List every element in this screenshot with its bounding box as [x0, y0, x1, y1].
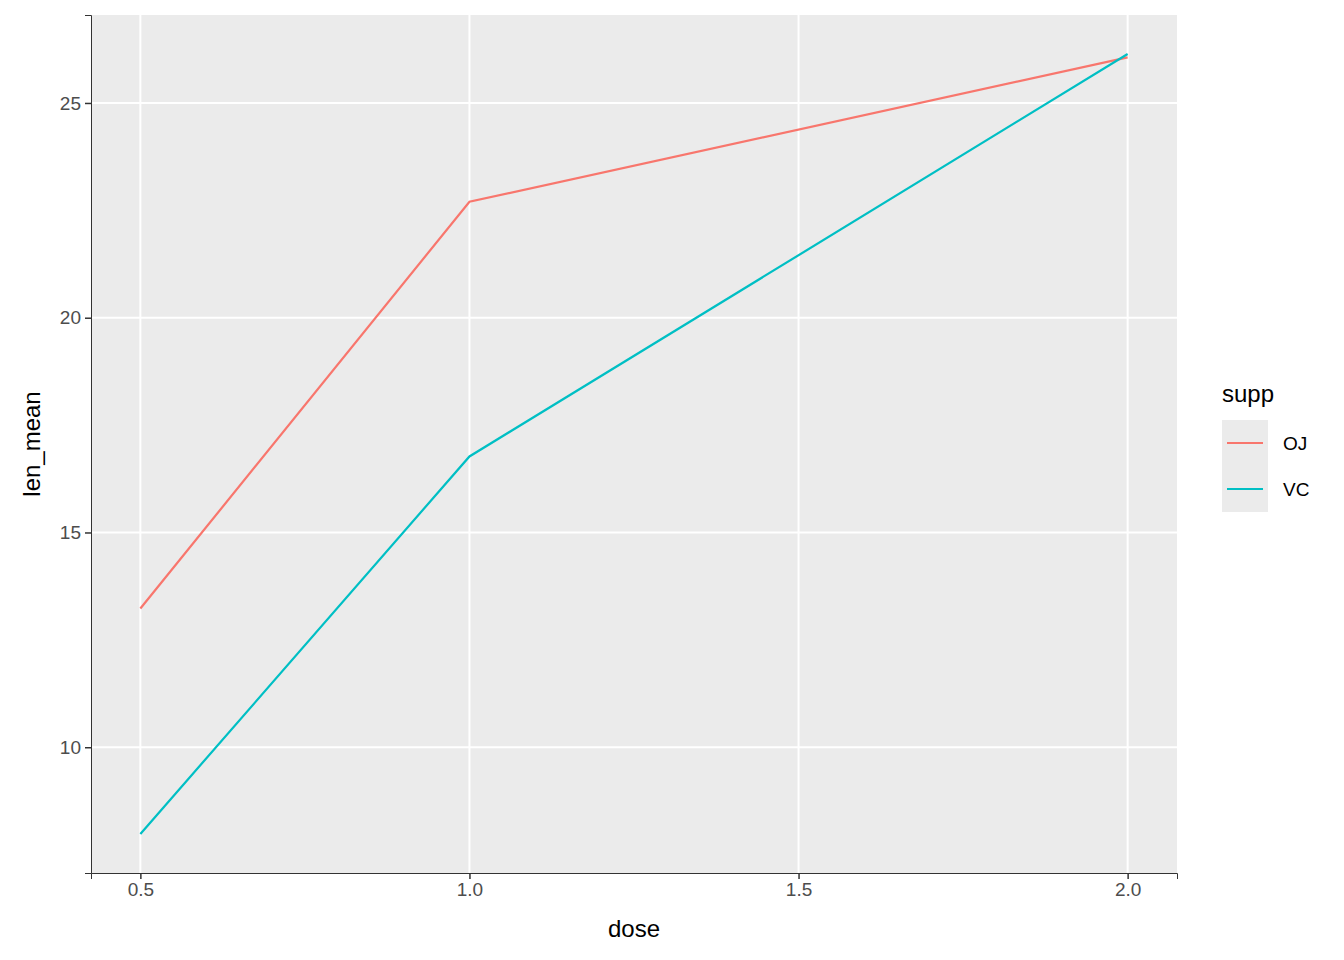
- y-tick: 15: [60, 522, 91, 543]
- y-axis-title: len_mean: [18, 391, 45, 496]
- x-tick-label: 1.5: [786, 879, 812, 900]
- grid-line-y: [91, 317, 1177, 319]
- series-line: [140, 54, 1127, 834]
- x-tick-mark: [1127, 873, 1129, 879]
- grid: [91, 15, 1177, 873]
- grid-line-y: [91, 531, 1177, 533]
- x-tick-mark: [798, 873, 800, 879]
- grid-line-x: [139, 15, 141, 873]
- plot-area: [140, 54, 1127, 834]
- x-axis: 0.5 1.0 1.5 2.0: [92, 873, 1178, 900]
- x-axis-line: [92, 874, 1178, 880]
- grid-line-x: [468, 15, 470, 873]
- y-tick: 25: [60, 93, 91, 114]
- x-tick-label: 2.0: [1115, 879, 1141, 900]
- y-tick-label: 25: [60, 93, 81, 114]
- y-tick-label: 10: [60, 737, 81, 758]
- x-tick-mark: [469, 873, 471, 879]
- x-tick: 0.5: [128, 873, 154, 900]
- legend-label: VC: [1283, 479, 1309, 500]
- x-tick-label: 0.5: [128, 879, 154, 900]
- y-tick-label: 15: [60, 522, 81, 543]
- y-tick: 10: [60, 737, 91, 758]
- grid-line-x: [798, 15, 800, 873]
- y-tick-mark: [85, 103, 91, 105]
- plot-background: [91, 15, 1177, 873]
- y-tick-mark: [85, 747, 91, 749]
- x-tick-label: 1.0: [457, 879, 483, 900]
- x-tick: 1.0: [457, 873, 483, 900]
- y-tick-mark: [85, 532, 91, 534]
- grid-line-y: [91, 102, 1177, 104]
- legend-key: [1227, 488, 1263, 490]
- x-tick: 1.5: [786, 873, 812, 900]
- legend-key-background: [1222, 420, 1268, 466]
- x-tick: 2.0: [1115, 873, 1141, 900]
- legend: supp OJ VC: [1222, 380, 1309, 512]
- grid-line-y: [91, 746, 1177, 748]
- y-tick: 20: [60, 307, 91, 328]
- y-axis: 10 15 20 25: [60, 16, 92, 874]
- legend-label: OJ: [1283, 433, 1307, 454]
- legend-title: supp: [1222, 380, 1274, 407]
- x-tick-mark: [140, 873, 142, 879]
- y-tick-mark: [85, 317, 91, 319]
- grid-line-x: [1127, 15, 1129, 873]
- y-tick-label: 20: [60, 307, 81, 328]
- legend-key-background: [1222, 466, 1268, 512]
- chart: 0.5 1.0 1.5 2.0 10 15 20 25 dose len_mean supp OJ VC: [0, 0, 1344, 960]
- series-line: [140, 57, 1127, 608]
- x-axis-title: dose: [608, 915, 660, 942]
- legend-key: [1227, 442, 1263, 444]
- y-axis-line: [85, 16, 92, 874]
